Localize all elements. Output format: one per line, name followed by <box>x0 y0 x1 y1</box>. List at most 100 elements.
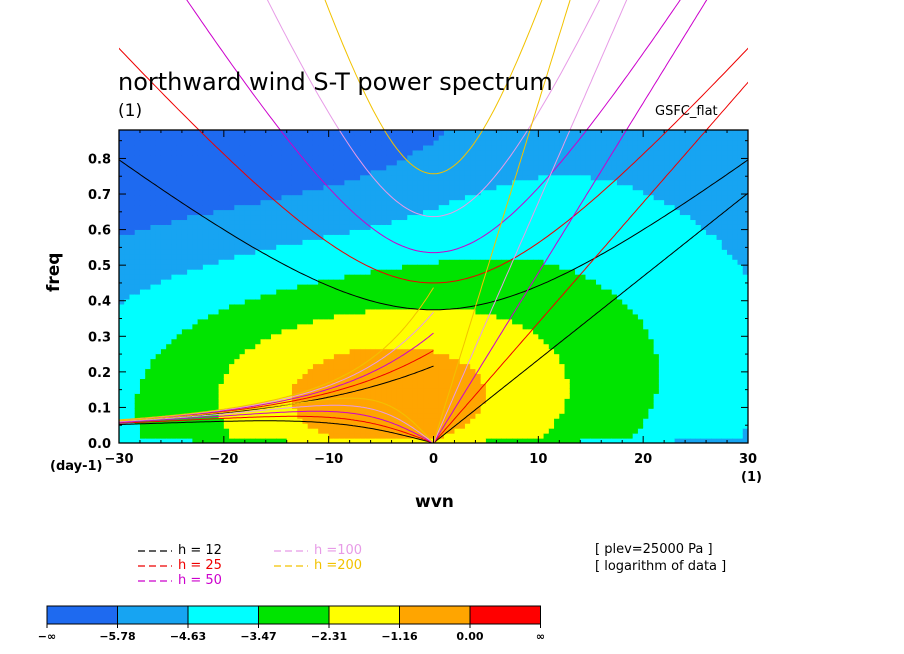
contour-cell <box>391 209 398 216</box>
contour-cell <box>223 149 230 156</box>
contour-cell <box>386 343 393 350</box>
contour-cell <box>155 363 162 370</box>
contour-cell <box>129 398 136 404</box>
contour-cell <box>202 224 209 230</box>
contour-cell <box>281 154 288 161</box>
contour-cell <box>166 274 173 280</box>
contour-cell <box>229 154 235 161</box>
contour-cell <box>501 159 508 166</box>
contour-cell <box>187 254 193 260</box>
contour-cell <box>181 139 188 146</box>
contour-cell <box>480 249 487 255</box>
contour-cell <box>475 438 482 443</box>
contour-cell <box>155 264 162 270</box>
contour-cell <box>312 373 319 380</box>
contour-cell <box>417 398 424 404</box>
contour-cell <box>491 269 497 275</box>
contour-cell <box>192 279 199 285</box>
contour-cell <box>124 264 131 270</box>
contour-cell <box>433 373 440 380</box>
contour-cell <box>391 249 398 255</box>
contour-cell <box>323 130 330 136</box>
contour-cell <box>360 159 366 166</box>
contour-cell <box>522 303 529 310</box>
contour-cell <box>139 353 146 360</box>
contour-cell <box>370 358 377 365</box>
contour-cell <box>449 169 456 176</box>
contour-cell <box>171 363 178 370</box>
contour-cell <box>491 234 497 240</box>
contour-cell <box>459 214 466 221</box>
contour-cell <box>223 423 230 429</box>
contour-cell <box>328 343 335 350</box>
contour-cell <box>512 378 518 384</box>
contour-cell <box>522 343 529 350</box>
contour-cell <box>260 343 267 350</box>
contour-cell <box>438 179 445 186</box>
contour-cell <box>433 199 440 206</box>
contour-cell <box>124 279 131 285</box>
contour-cell <box>176 174 183 181</box>
contour-cell <box>124 338 131 345</box>
contour-cell <box>166 174 173 181</box>
contour-cell <box>229 179 235 186</box>
contour-cell <box>506 164 513 171</box>
contour-cell <box>506 378 513 384</box>
contour-cell <box>197 279 204 285</box>
contour-cell <box>428 149 435 156</box>
contour-cell <box>370 244 377 250</box>
contour-cell <box>208 234 214 240</box>
contour-cell <box>328 239 335 245</box>
contour-cell <box>396 333 403 340</box>
contour-cell <box>496 244 503 250</box>
contour-cell <box>155 298 162 305</box>
contour-cell <box>218 279 225 285</box>
contour-cell <box>271 219 277 225</box>
contour-cell <box>124 388 131 394</box>
contour-cell <box>260 428 267 434</box>
contour-cell <box>391 184 398 191</box>
contour-cell <box>354 403 361 409</box>
contour-cell <box>129 373 136 380</box>
contour-cell <box>423 219 429 225</box>
contour-cell <box>396 378 403 384</box>
contour-cell <box>391 159 398 166</box>
contour-cell <box>433 378 440 384</box>
contour-cell <box>501 353 508 360</box>
contour-cell <box>155 144 162 151</box>
contour-cell <box>454 130 461 136</box>
contour-cell <box>129 353 136 360</box>
contour-cell <box>119 338 125 345</box>
contour-cell <box>339 358 345 365</box>
contour-cell <box>229 313 235 320</box>
contour-cell <box>244 224 251 230</box>
contour-cell <box>381 264 387 270</box>
contour-cell <box>344 318 351 325</box>
contour-cell <box>375 224 382 230</box>
contour-cell <box>323 239 330 245</box>
contour-cell <box>255 184 262 191</box>
contour-cell <box>187 363 193 370</box>
contour-cell <box>333 398 340 404</box>
contour-cell <box>396 353 403 360</box>
contour-cell <box>187 358 193 365</box>
contour-cell <box>417 288 424 295</box>
contour-cell <box>276 393 283 399</box>
contour-cell <box>491 373 497 380</box>
contour-cell <box>412 269 419 275</box>
contour-cell <box>354 239 361 245</box>
contour-cell <box>344 368 351 375</box>
contour-cell <box>333 433 340 439</box>
contour-cell <box>365 219 372 225</box>
contour-cell <box>412 373 419 380</box>
contour-cell <box>480 179 487 186</box>
contour-cell <box>181 184 188 191</box>
contour-cell <box>423 403 429 409</box>
contour-cell <box>271 408 277 414</box>
contour-cell <box>150 393 157 399</box>
contour-cell <box>307 144 314 151</box>
contour-cell <box>176 199 183 206</box>
contour-cell <box>297 179 304 186</box>
contour-cell <box>139 378 146 384</box>
contour-cell <box>176 403 183 409</box>
